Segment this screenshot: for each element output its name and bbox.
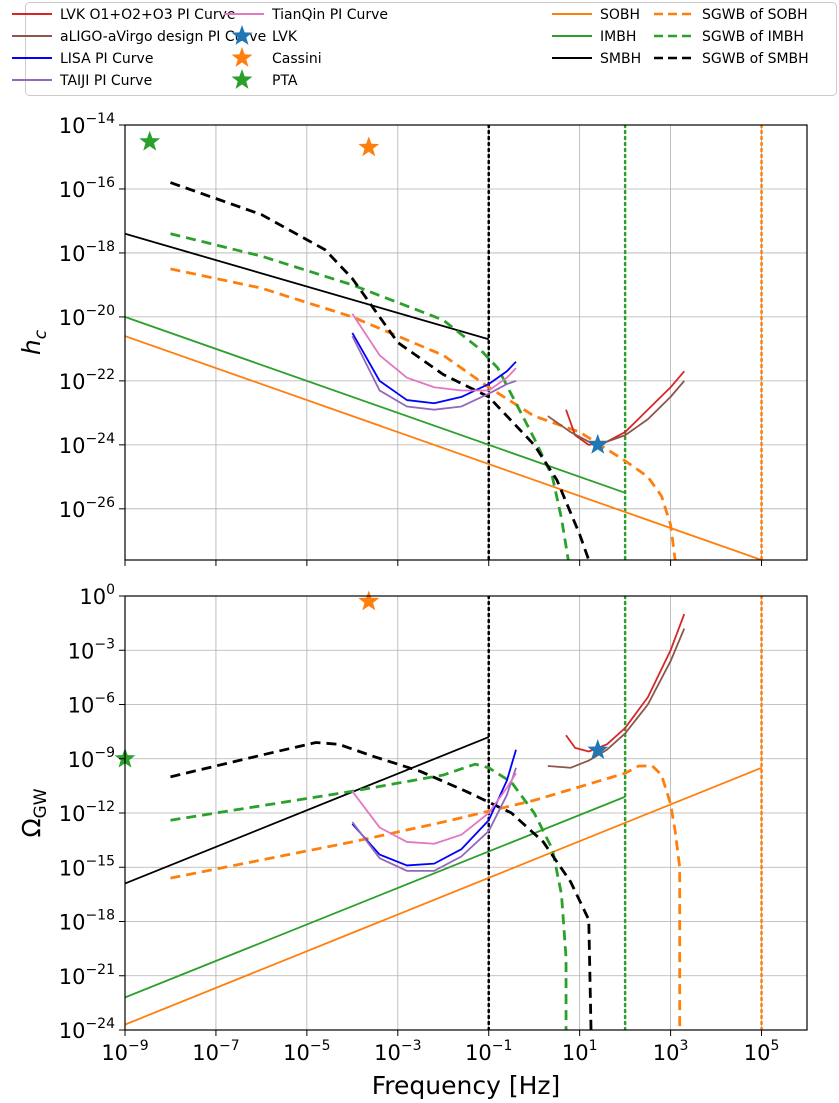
y-axis: 10−14 10−16 10−18 10−20 10−22 10−24 10−26: [59, 111, 125, 522]
series-imbh: [125, 316, 626, 494]
series-sgwb-of-imbh: [170, 232, 570, 560]
legend-star-icon: [231, 69, 253, 89]
x-tick-label: 10−5: [283, 1038, 330, 1065]
legend-entry-sgwb-of-sobh: SGWB of SOBH: [654, 7, 808, 23]
legend-entry-taiji-pi-curve: TAIJI PI Curve: [12, 73, 152, 89]
legend-entry-sobh: SOBH: [552, 7, 640, 23]
y-tick-label: 10−24: [59, 1016, 115, 1043]
legend-label: LVK O1+O2+O3 PI Curve: [60, 7, 236, 23]
legend-entry-tianqin-pi-curve: TianQin PI Curve: [224, 7, 388, 23]
series-smbh: [125, 232, 489, 341]
series-aligo-avirgo-design-pi-curve: [547, 380, 685, 443]
legend-entry-sgwb-of-smbh: SGWB of SMBH: [654, 51, 809, 67]
x-tick-label: 103: [653, 1038, 689, 1065]
series-smbh: [125, 736, 490, 885]
x-tick-label: 10−7: [192, 1038, 239, 1065]
legend-label: LVK: [272, 29, 298, 45]
hc-panel: 10−14 10−16 10−18 10−20 10−22 10−24 10−26 hc: [17, 111, 808, 566]
series-sgwb-of-sobh: [170, 764, 682, 1030]
marker-cassini: [358, 136, 380, 157]
legend-label: TianQin PI Curve: [271, 7, 388, 23]
plot-frame: [124, 124, 808, 561]
series-sgwb-of-smbh: [170, 181, 591, 560]
legend-entry-sgwb-of-imbh: SGWB of IMBH: [654, 29, 804, 45]
y-axis-title: hc: [17, 329, 51, 355]
legend: LVK O1+O2+O3 PI Curve aLIGO-aVirgo design…: [12, 2, 837, 96]
series-sobh: [125, 335, 762, 560]
legend-entry-lisa-pi-curve: LISA PI Curve: [12, 51, 153, 67]
x-tick-label: 101: [562, 1038, 598, 1065]
legend-label: SMBH: [600, 51, 641, 67]
x-tick-label: 10−1: [465, 1038, 512, 1065]
y-tick-label: 10−21: [59, 962, 115, 989]
series-sgwb-of-smbh: [170, 741, 593, 1030]
y-tick-label: 10−16: [59, 175, 115, 202]
series-imbh: [125, 795, 626, 999]
x-tick-label: 10−3: [374, 1038, 421, 1065]
grid: [124, 595, 807, 1031]
marker-cassini: [358, 590, 380, 611]
legend-label: LISA PI Curve: [60, 51, 153, 67]
legend-label: PTA: [272, 73, 298, 89]
x-tick-label: 105: [744, 1038, 780, 1065]
legend-entry-smbh: SMBH: [552, 51, 641, 67]
y-tick-label: 10−26: [59, 495, 115, 522]
legend-entry-aligo-avirgo-design-pi-curve: aLIGO-aVirgo design PI Curve: [12, 29, 266, 45]
x-tick-label: 10−9: [101, 1038, 148, 1065]
legend-entry-cassini: Cassini: [231, 47, 322, 67]
series-aligo-avirgo-design-pi-curve: [547, 628, 686, 769]
legend-label: IMBH: [600, 29, 636, 45]
legend-entry-pta: PTA: [231, 69, 298, 89]
y-axis: 100 10−3 10−6 10−9 10−12 10−15 10−18 10−21 10−24: [59, 582, 125, 1043]
legend-label: SGWB of IMBH: [702, 29, 804, 45]
legend-star-icon: [231, 25, 253, 45]
series-tianqin-pi-curve: [351, 313, 517, 392]
x-axis-title: Frequency [Hz]: [372, 1071, 561, 1100]
series-taiji-pi-curve: [351, 767, 517, 872]
y-tick-label: 10−3: [68, 636, 115, 663]
marker-pta: [139, 130, 161, 151]
y-tick-label: 10−15: [59, 853, 115, 880]
series-tianqin-pi-curve: [351, 772, 517, 845]
legend-entry-imbh: IMBH: [552, 29, 636, 45]
y-tick-label: 10−9: [68, 745, 115, 772]
y-tick-label: 10−18: [59, 239, 115, 266]
series-lvk-o1-o2-o3-pi-curve: [565, 370, 685, 446]
series-sgwb-of-sobh: [170, 267, 677, 560]
legend-label: SGWB of SMBH: [702, 51, 809, 67]
data-layer: [125, 596, 763, 1030]
series-sobh: [125, 766, 762, 1026]
grid: [124, 124, 807, 560]
series-lisa-pi-curve: [351, 749, 517, 867]
y-tick-label: 10−6: [68, 691, 115, 718]
y-tick-label: 10−12: [59, 799, 115, 826]
legend-entry-lvk-o1-o2-o3-pi-curve: LVK O1+O2+O3 PI Curve: [12, 7, 236, 23]
data-layer: [125, 125, 763, 560]
series-sgwb-of-imbh: [170, 762, 568, 1030]
legend-label: SOBH: [600, 7, 640, 23]
legend-label: TAIJI PI Curve: [59, 73, 152, 89]
y-tick-label: 10−14: [59, 111, 115, 138]
y-tick-label: 10−22: [59, 367, 115, 394]
x-axis: 10−9 10−7 10−5 10−3 10−1 101 103 105 Frequency […: [101, 1030, 779, 1100]
omega-gw-panel: 100 10−3 10−6 10−9 10−12 10−15 10−18 10−21 10−24…: [17, 582, 808, 1043]
legend-star-icon: [231, 47, 253, 67]
series-lisa-pi-curve: [351, 332, 517, 405]
y-tick-label: 10−20: [59, 303, 115, 330]
y-tick-label: 10−24: [59, 431, 115, 458]
legend-frame: [25, 2, 837, 96]
legend-label: SGWB of SOBH: [702, 7, 808, 23]
series-taiji-pi-curve: [351, 335, 517, 411]
y-tick-label: 10−18: [59, 908, 115, 935]
y-axis-title: ΩGW: [17, 788, 51, 837]
marker-lvk: [587, 433, 609, 454]
legend-label: aLIGO-aVirgo design PI Curve: [60, 29, 266, 45]
legend-label: Cassini: [272, 51, 322, 67]
legend-entry-lvk: LVK: [231, 25, 298, 45]
series-lvk-o1-o2-o3-pi-curve: [565, 613, 686, 753]
marker-lvk: [587, 739, 609, 760]
y-tick-label: 100: [79, 582, 115, 609]
